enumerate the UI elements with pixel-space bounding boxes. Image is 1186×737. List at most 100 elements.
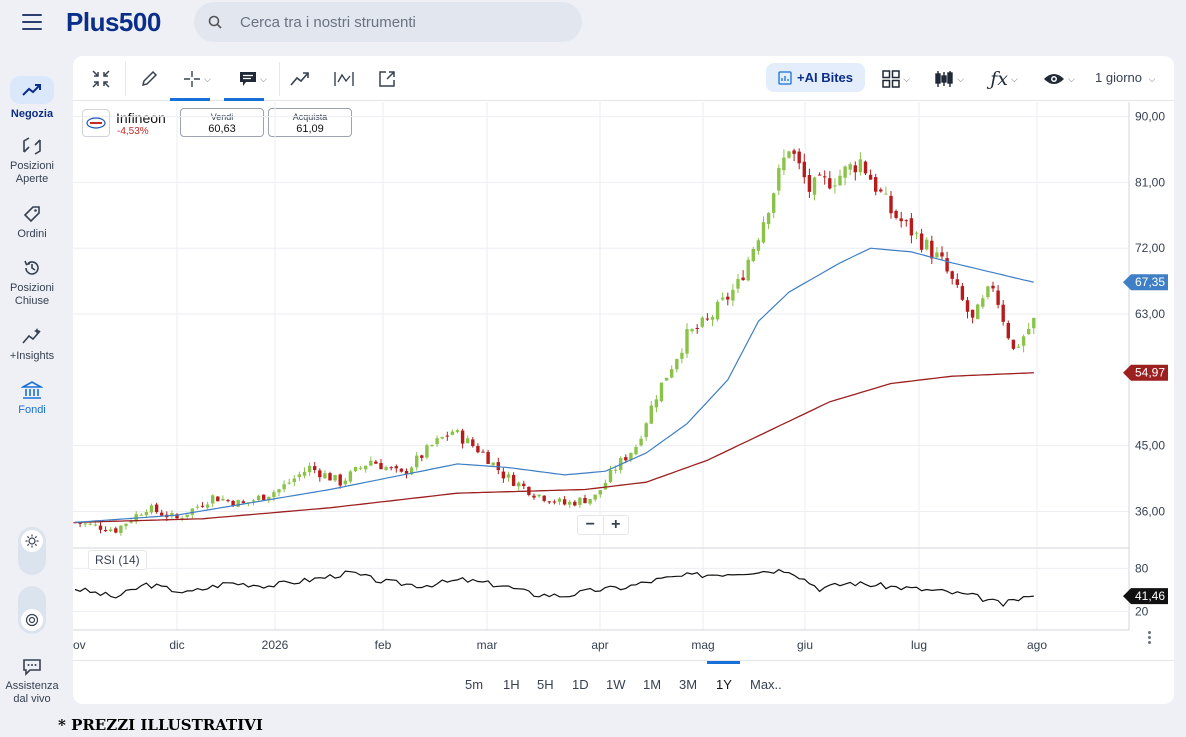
period-select[interactable]: 1 giorno ⌵ [1095, 70, 1156, 85]
functions-button[interactable]: ƒx ⌵ [982, 64, 1026, 94]
candle [1021, 334, 1026, 353]
candle [1001, 300, 1005, 326]
candle [583, 494, 587, 504]
open-positions-icon [23, 137, 41, 155]
collapse-button[interactable] [87, 64, 115, 94]
open-external-button[interactable] [373, 64, 401, 94]
candle [573, 500, 577, 507]
candle [501, 467, 506, 483]
candle [404, 468, 409, 479]
bank-icon [21, 381, 43, 399]
candle [950, 270, 954, 285]
candle [772, 192, 776, 219]
sidebar-item-negozia[interactable]: Negozia [0, 76, 64, 121]
x-tick-label: apr [591, 638, 608, 652]
range-5m[interactable]: 5m [465, 677, 484, 692]
focus-toggle[interactable] [18, 586, 46, 634]
candle [756, 238, 761, 255]
sidebar-item-fondi[interactable]: Fondi [0, 380, 64, 417]
focus-icon [25, 613, 39, 627]
candle [685, 323, 689, 359]
range-1h[interactable]: 1H [503, 677, 520, 692]
range-1y[interactable]: 1Y [716, 677, 732, 692]
buy-price: 61,09 [296, 123, 324, 135]
candle [180, 515, 184, 522]
candle [144, 509, 149, 518]
ai-bites-button[interactable]: +AI Bites [766, 63, 865, 92]
candle [517, 481, 521, 491]
menu-icon[interactable] [22, 14, 42, 30]
wave-chart-icon [334, 72, 354, 86]
annotation-button[interactable]: ⌵ [229, 64, 277, 94]
trend-button[interactable] [286, 64, 314, 94]
candle [481, 449, 485, 453]
candle [338, 473, 342, 489]
candle [715, 299, 720, 322]
candle [700, 316, 704, 328]
sidebar-item-assistenza[interactable]: Assistenza dal vivo [0, 658, 64, 706]
range-1d[interactable]: 1D [572, 677, 589, 692]
price-chart[interactable]: 90,00 81,00 72,00 63,00 45,00 36,00 80 20 ov di… [73, 56, 1174, 660]
chart-type-button[interactable]: ⌵ [931, 64, 967, 94]
history-icon [24, 260, 39, 275]
rsi-tick-label: 20 [1135, 605, 1149, 619]
candle [348, 469, 353, 484]
candle [282, 480, 286, 493]
sidebar-item-insights[interactable]: +Insights [0, 326, 64, 363]
range-max[interactable]: Max.. [750, 677, 782, 692]
range-1m[interactable]: 1M [643, 677, 662, 692]
candle [170, 510, 174, 519]
candle [195, 504, 200, 510]
candle [705, 313, 710, 321]
search-input[interactable] [240, 13, 560, 31]
sell-price: 60,63 [208, 123, 236, 135]
candle [471, 437, 475, 448]
candle [542, 495, 546, 503]
candle [940, 246, 944, 260]
chevron-down-icon: ⌵ [1010, 73, 1018, 84]
zoom-out-button[interactable]: − [585, 516, 595, 533]
sidebar-item-posizioni-chiuse[interactable]: Posizioni Chiuse [0, 258, 64, 308]
sun-icon [25, 534, 39, 548]
candle [807, 168, 812, 199]
candle [593, 494, 597, 502]
range-3m[interactable]: 3M [679, 677, 698, 692]
sidebar-item-label: Fondi [18, 404, 46, 416]
candle [828, 171, 832, 190]
candle [302, 467, 307, 479]
candle [970, 309, 975, 324]
candle [598, 490, 602, 498]
sidebar-item-posizioni-aperte[interactable]: Posizioni Aperte [0, 136, 64, 186]
candle [358, 465, 363, 471]
zoom-in-button[interactable]: + [602, 516, 629, 534]
sidebar-item-label: Posizioni Chiuse [9, 282, 55, 307]
candle [374, 459, 378, 464]
candle [664, 377, 669, 381]
candle [216, 496, 220, 502]
range-1w[interactable]: 1W [606, 677, 626, 692]
candle [241, 499, 245, 504]
rsi-indicator-label[interactable]: RSI (14) [88, 550, 147, 570]
ai-chart-icon [778, 70, 792, 85]
draw-button[interactable] [135, 64, 163, 94]
layout-button[interactable]: ⌵ [879, 64, 913, 94]
range-5h[interactable]: 5H [537, 677, 554, 692]
sidebar-item-ordini[interactable]: Ordini [0, 204, 64, 241]
chevron-down-icon: ⌵ [957, 73, 964, 84]
candle [98, 522, 103, 534]
theme-toggle[interactable] [18, 527, 46, 575]
candle [578, 496, 582, 508]
indicator-button[interactable] [330, 64, 358, 94]
candle [364, 465, 368, 473]
more-options-icon[interactable] [1146, 631, 1152, 647]
candle [1011, 339, 1016, 351]
candle [435, 435, 439, 447]
visibility-button[interactable]: ⌵ [1039, 64, 1079, 94]
candle [848, 162, 852, 176]
candle [343, 477, 347, 486]
candle [731, 283, 735, 306]
crosshair-button[interactable]: ⌵ [173, 64, 221, 94]
candle [925, 237, 929, 251]
candle [746, 256, 750, 282]
search-bar[interactable] [194, 2, 582, 42]
